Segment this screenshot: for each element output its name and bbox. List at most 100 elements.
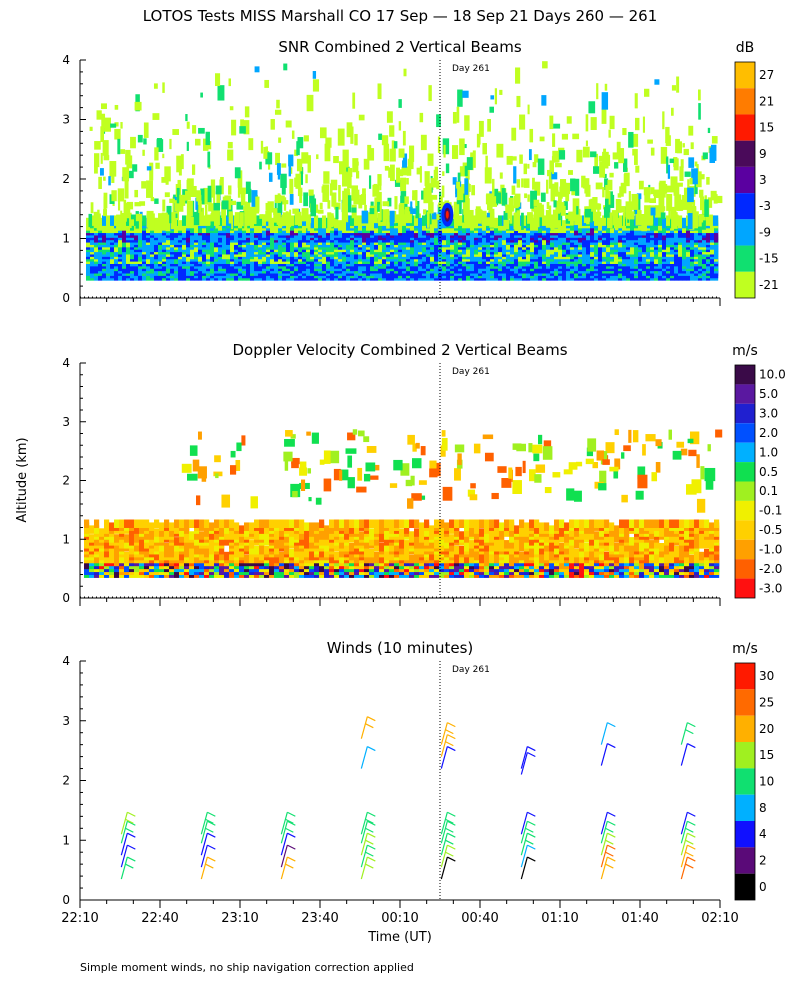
snr-cell bbox=[431, 194, 438, 200]
velocity-cell bbox=[194, 519, 200, 528]
snr-cell bbox=[90, 202, 94, 214]
snr-cell bbox=[472, 150, 476, 168]
colorbar-segment bbox=[735, 140, 755, 167]
snr-cell bbox=[601, 108, 607, 124]
snr-cell bbox=[570, 178, 576, 192]
velocity-cell bbox=[274, 519, 280, 528]
snr-cell bbox=[103, 176, 106, 181]
snr-cell bbox=[698, 103, 701, 120]
snr-cell bbox=[297, 137, 304, 149]
velocity-cell bbox=[299, 531, 305, 540]
snr-cell bbox=[576, 149, 583, 163]
snr-cell bbox=[412, 196, 415, 201]
snr-cell bbox=[186, 200, 193, 217]
snr-cell bbox=[96, 110, 102, 120]
snr-cell bbox=[410, 201, 413, 214]
snr-cell bbox=[424, 171, 430, 187]
velocity-cell bbox=[224, 525, 230, 534]
snr-cell bbox=[124, 203, 131, 219]
snr-cell bbox=[239, 126, 246, 134]
snr-cell bbox=[630, 217, 635, 229]
snr-cell bbox=[117, 138, 121, 155]
velocity-cell bbox=[209, 531, 215, 540]
snr-cell bbox=[264, 79, 270, 88]
snr-cell bbox=[347, 172, 352, 189]
snr-cell bbox=[456, 198, 462, 214]
snr-cell bbox=[114, 122, 119, 127]
snr-cell bbox=[456, 181, 461, 189]
snr-cell bbox=[229, 106, 234, 111]
snr-cell bbox=[694, 229, 699, 241]
snr-cell bbox=[399, 169, 404, 177]
snr-cell bbox=[342, 198, 346, 209]
snr-cell bbox=[150, 197, 155, 202]
snr-cell bbox=[379, 183, 382, 191]
snr-cell bbox=[380, 209, 386, 216]
snr-cell bbox=[452, 177, 457, 185]
colorbar-label: 9 bbox=[759, 147, 767, 161]
velocity-cell bbox=[129, 534, 135, 543]
velocity-cell bbox=[159, 548, 165, 558]
snr-cell bbox=[259, 214, 264, 219]
snr-cell bbox=[714, 229, 719, 241]
snr-cell bbox=[574, 208, 581, 226]
snr-cell bbox=[96, 213, 101, 231]
snr-cell bbox=[266, 207, 272, 218]
snr-cell bbox=[280, 173, 287, 188]
snr-cell bbox=[275, 152, 280, 166]
snr-cell bbox=[585, 140, 589, 147]
snr-cell bbox=[612, 152, 620, 160]
snr-cell bbox=[93, 211, 98, 229]
colorbar-segment bbox=[735, 166, 755, 194]
snr-cell bbox=[441, 185, 445, 198]
snr-cell bbox=[419, 112, 424, 123]
snr-cell bbox=[377, 174, 382, 186]
snr-cell bbox=[481, 210, 487, 226]
snr-cell bbox=[678, 215, 683, 226]
snr-cell bbox=[527, 194, 530, 202]
snr-cell bbox=[565, 188, 570, 202]
snr-cell bbox=[400, 214, 407, 223]
snr-cell bbox=[505, 204, 510, 213]
snr-cell bbox=[660, 212, 666, 219]
snr-cell bbox=[165, 214, 171, 232]
snr-cell bbox=[454, 217, 459, 229]
snr-cell bbox=[368, 175, 372, 189]
snr-cell bbox=[285, 120, 292, 128]
snr-cell bbox=[178, 167, 182, 176]
snr-cell bbox=[650, 187, 655, 195]
snr-cell bbox=[379, 204, 382, 221]
snr-cell bbox=[358, 198, 363, 209]
snr-cell bbox=[486, 212, 490, 218]
snr-cell bbox=[310, 198, 317, 217]
snr-cell bbox=[706, 176, 710, 185]
velocity-cell bbox=[144, 519, 150, 528]
snr-cell bbox=[250, 232, 255, 243]
snr-cell bbox=[231, 214, 234, 230]
snr-cell bbox=[426, 211, 430, 228]
snr-cell bbox=[566, 116, 572, 124]
snr-cell bbox=[327, 200, 331, 209]
snr-cell bbox=[195, 197, 199, 210]
snr-cell bbox=[470, 215, 475, 226]
velocity-cell bbox=[89, 543, 95, 552]
snr-cell bbox=[518, 236, 523, 248]
snr-cell bbox=[260, 140, 264, 154]
snr-cell bbox=[619, 206, 626, 213]
snr-cell bbox=[307, 155, 311, 173]
snr-cell bbox=[325, 137, 332, 148]
snr-cell bbox=[549, 160, 554, 178]
velocity-cell bbox=[154, 543, 160, 552]
snr-cell bbox=[248, 188, 252, 203]
snr-cell bbox=[323, 171, 330, 184]
snr-cell bbox=[154, 217, 159, 229]
snr-cell bbox=[454, 243, 459, 255]
velocity-cell bbox=[199, 545, 205, 555]
snr-cell bbox=[200, 188, 205, 205]
snr-cell bbox=[301, 208, 309, 222]
snr-cell bbox=[400, 195, 405, 205]
snr-cell bbox=[248, 138, 254, 151]
colorbar-label: -9 bbox=[759, 225, 771, 239]
snr-cell bbox=[270, 119, 275, 130]
snr-cell bbox=[434, 234, 439, 245]
